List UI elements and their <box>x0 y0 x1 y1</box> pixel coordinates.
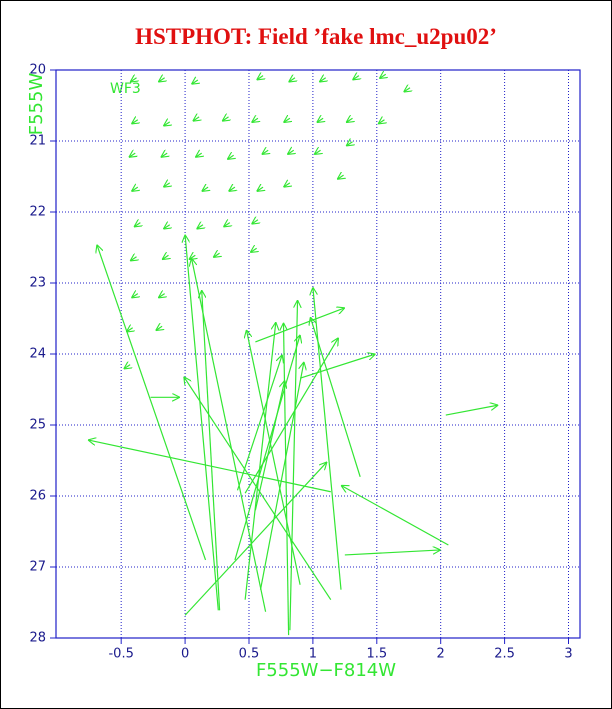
vector-arrow <box>244 322 276 600</box>
vector-arrow <box>131 294 137 298</box>
vector-arrow <box>314 150 320 154</box>
vector-arrow <box>234 335 300 561</box>
vector-arrow <box>191 258 267 612</box>
vector-arrow <box>163 183 169 187</box>
vector-arrow <box>250 248 256 252</box>
vector-arrow <box>213 253 219 257</box>
x-tick-label: 2 <box>437 647 445 662</box>
vector-arrow <box>202 187 208 191</box>
vector-arrow <box>229 187 235 191</box>
vector-arrow <box>246 330 301 585</box>
vector-arrow <box>161 153 167 157</box>
vector-arrow <box>445 405 498 416</box>
vector-arrow <box>379 74 385 78</box>
y-tick-label: 27 <box>29 560 46 575</box>
vector-arrow <box>252 118 258 122</box>
annotation: WF3 <box>110 81 141 97</box>
y-tick-label: 23 <box>29 276 46 291</box>
vector-arrow <box>197 225 203 229</box>
vector-arrow <box>289 78 295 82</box>
vector-arrow <box>353 76 359 80</box>
vector-arrow <box>252 220 258 224</box>
vector-arrow <box>131 187 137 191</box>
vector-arrow <box>378 120 384 124</box>
vector-arrow <box>158 294 164 298</box>
vector-arrow <box>283 118 289 122</box>
vector-arrow <box>130 257 136 261</box>
vector-arrow <box>257 187 263 191</box>
vector-arrow <box>244 338 338 494</box>
vector-arrow <box>130 78 136 82</box>
vector-arrow <box>223 223 229 227</box>
y-tick-label: 21 <box>29 134 46 149</box>
vector-arrow <box>163 225 169 229</box>
chart-title: HSTPHOT: Field ’fake lmc_u2pu02’ <box>135 24 497 49</box>
vector-arrow <box>158 78 164 82</box>
x-tick-label: 3 <box>564 647 572 662</box>
plot-frame <box>55 69 581 639</box>
vector-arrow <box>346 118 352 122</box>
vector-arrow <box>341 485 449 546</box>
x-tick-label: 1 <box>309 647 317 662</box>
vector-arrow <box>222 117 228 121</box>
vector-arrow <box>254 380 284 511</box>
y-tick-label: 24 <box>29 347 46 362</box>
vector-arrow <box>262 150 268 154</box>
y-tick-label: 28 <box>29 631 46 646</box>
vector-arrow <box>257 76 263 80</box>
y-tick-label: 22 <box>29 205 46 220</box>
vector-arrow <box>129 153 135 157</box>
y-tick-label: 20 <box>29 63 46 78</box>
x-tick-label: 0.5 <box>239 647 260 662</box>
x-tick-label: -0.5 <box>108 647 133 662</box>
vector-arrow <box>313 287 342 590</box>
vector-arrow <box>283 183 289 187</box>
vector-arrow <box>156 326 162 330</box>
vector-arrow <box>283 323 290 636</box>
vector-arrow <box>162 255 168 259</box>
vector-arrow <box>344 550 441 556</box>
vector-arrow <box>185 235 219 611</box>
vector-arrow <box>346 142 352 146</box>
x-tick-label: 0 <box>181 647 189 662</box>
vector-arrow <box>259 362 303 590</box>
x-axis-label: F555W−F814W <box>256 660 396 681</box>
vector-arrow <box>195 153 201 157</box>
vector-arrow <box>317 118 323 122</box>
vector-arrow <box>202 290 221 611</box>
vector-arrow <box>134 223 140 227</box>
vector-arrow <box>184 462 327 616</box>
vector-arrow <box>227 155 233 159</box>
vector-arrow <box>131 120 137 124</box>
x-tick-label: 2.5 <box>494 647 515 662</box>
y-tick-label: 26 <box>29 489 46 504</box>
vector-arrow <box>404 88 410 92</box>
vector-arrow <box>287 150 293 154</box>
vector-arrow <box>163 122 169 126</box>
vector-arrow <box>124 365 130 369</box>
vector-arrow <box>97 245 207 561</box>
vector-arrow <box>289 300 298 631</box>
y-axis-label: F555W <box>26 73 47 136</box>
x-tick-label: 1.5 <box>366 647 387 662</box>
vector-arrow <box>191 80 197 84</box>
vector-arrow <box>299 354 375 379</box>
y-tick-label: 25 <box>29 418 46 433</box>
vector-arrow <box>236 355 282 491</box>
vector-arrow <box>255 308 344 343</box>
vector-arrow <box>193 117 199 121</box>
vector-arrow <box>337 175 343 179</box>
vector-arrow <box>319 78 325 82</box>
vector-arrow <box>88 440 331 493</box>
